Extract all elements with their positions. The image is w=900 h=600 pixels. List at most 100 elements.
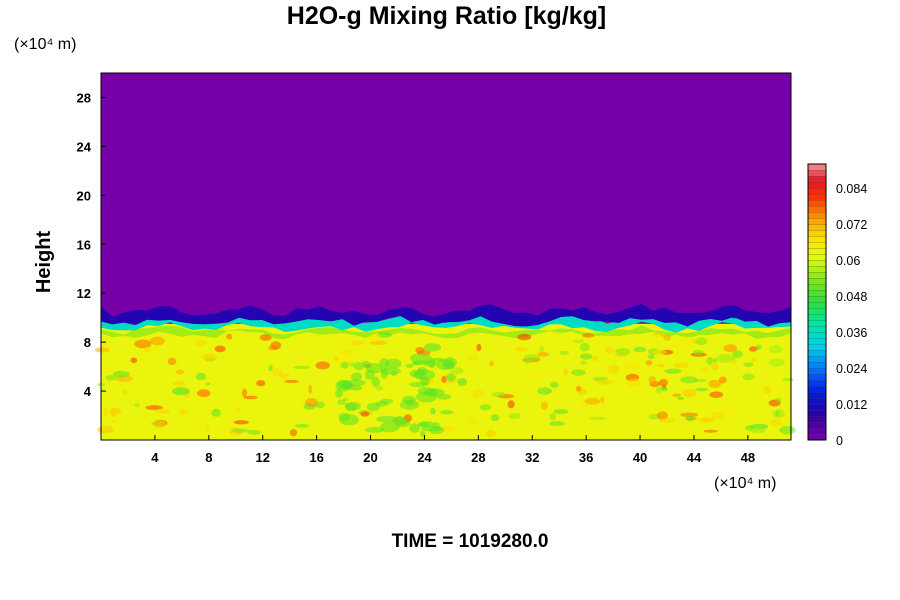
speckle xyxy=(549,413,557,421)
speckle xyxy=(772,409,785,418)
speckle xyxy=(351,340,365,346)
speckle xyxy=(651,332,667,337)
speckle xyxy=(742,373,755,381)
speckle xyxy=(485,429,496,438)
speckle xyxy=(235,406,240,413)
colorbar-tick-label: 0 xyxy=(836,434,843,448)
speckle xyxy=(97,425,114,434)
speckle xyxy=(657,363,666,367)
speckle xyxy=(537,387,552,395)
speckle xyxy=(231,428,250,433)
colorbar-segment xyxy=(807,385,827,393)
speckle xyxy=(527,373,544,381)
speckle xyxy=(336,399,346,405)
y-tick-label: 24 xyxy=(77,139,92,154)
speckle xyxy=(712,357,718,364)
colorbar-tick-label: 0.012 xyxy=(836,398,867,412)
speckle-plume xyxy=(380,367,389,380)
moisture-speckles xyxy=(94,332,796,438)
speckle-plume xyxy=(436,359,454,370)
speckle xyxy=(680,376,698,384)
speckle xyxy=(278,373,290,378)
speckle xyxy=(143,346,153,353)
speckle xyxy=(284,379,300,383)
colorbar-segment xyxy=(807,307,827,315)
colorbar: 0 0.012 0.024 0.036 0.048 0.06 0.072 0.084 xyxy=(807,163,867,448)
colorbar-segment xyxy=(807,343,827,351)
speckle xyxy=(679,336,695,344)
speckle xyxy=(711,363,719,371)
speckle xyxy=(270,341,282,350)
speckle xyxy=(195,340,207,346)
speckle xyxy=(604,347,614,354)
colorbar-segment xyxy=(807,199,827,207)
speckle-plume xyxy=(379,358,390,369)
speckle xyxy=(256,380,266,387)
colorbar-segment xyxy=(807,271,827,279)
speckle xyxy=(695,337,708,346)
speckle xyxy=(553,409,569,415)
speckle xyxy=(517,333,532,341)
speckle xyxy=(749,426,766,434)
speckle xyxy=(708,379,721,388)
colorbar-segment xyxy=(807,331,827,339)
speckle xyxy=(211,408,221,417)
speckle xyxy=(293,365,311,370)
speckle xyxy=(468,418,478,425)
speckle xyxy=(580,353,593,360)
speckle xyxy=(658,418,675,424)
y-tick-label: 8 xyxy=(84,335,91,350)
colorbar-segment xyxy=(807,163,827,171)
speckle-plume xyxy=(365,363,383,374)
x-tick-label: 48 xyxy=(741,450,755,465)
speckle xyxy=(557,425,562,430)
speckle xyxy=(579,342,590,352)
colorbar-tick-label: 0.024 xyxy=(836,362,867,376)
colorbar-segment xyxy=(807,433,827,441)
x-tick-label: 28 xyxy=(471,450,485,465)
speckle xyxy=(241,388,248,397)
speckle xyxy=(768,358,785,367)
speckle-plume xyxy=(414,369,426,380)
speckle xyxy=(540,401,549,410)
speckle xyxy=(110,408,117,418)
speckle xyxy=(782,378,794,382)
x-tick-label: 44 xyxy=(687,450,702,465)
speckle xyxy=(664,368,682,374)
x-axis-unit: (×10⁴ m) xyxy=(714,475,776,492)
x-tick-label: 40 xyxy=(633,450,647,465)
speckle xyxy=(770,419,783,426)
speckle xyxy=(420,430,425,437)
speckle xyxy=(651,349,667,355)
colorbar-segment xyxy=(807,397,827,405)
colorbar-segment xyxy=(807,277,827,285)
speckle xyxy=(152,420,166,429)
speckle-plume xyxy=(371,376,381,387)
speckle xyxy=(103,407,109,417)
colorbar-tick-label: 0.06 xyxy=(836,254,860,268)
speckle xyxy=(333,356,339,362)
y-axis-label: Height xyxy=(33,231,55,294)
colorbar-segment xyxy=(807,253,827,261)
x-axis: 4 8 12 16 20 24 28 32 36 40 44 48 xyxy=(151,435,755,465)
colorbar-tick-label: 0.048 xyxy=(836,290,867,304)
speckle xyxy=(775,398,782,403)
speckle xyxy=(615,348,631,355)
speckle xyxy=(472,348,478,356)
speckle xyxy=(580,360,588,365)
transition-blue xyxy=(101,303,791,327)
speckle-plume xyxy=(409,353,432,364)
speckle xyxy=(663,334,672,341)
speckle-plume xyxy=(338,412,351,421)
plot-frame xyxy=(100,72,792,441)
speckle xyxy=(450,367,464,375)
speckle xyxy=(779,425,796,435)
speckle xyxy=(692,340,698,344)
colorbar-segment xyxy=(807,403,827,411)
speckle xyxy=(693,349,704,355)
speckle-plume xyxy=(420,425,442,432)
colorbar-segment xyxy=(807,187,827,195)
speckle xyxy=(716,354,734,363)
colorbar-segment xyxy=(807,409,827,417)
